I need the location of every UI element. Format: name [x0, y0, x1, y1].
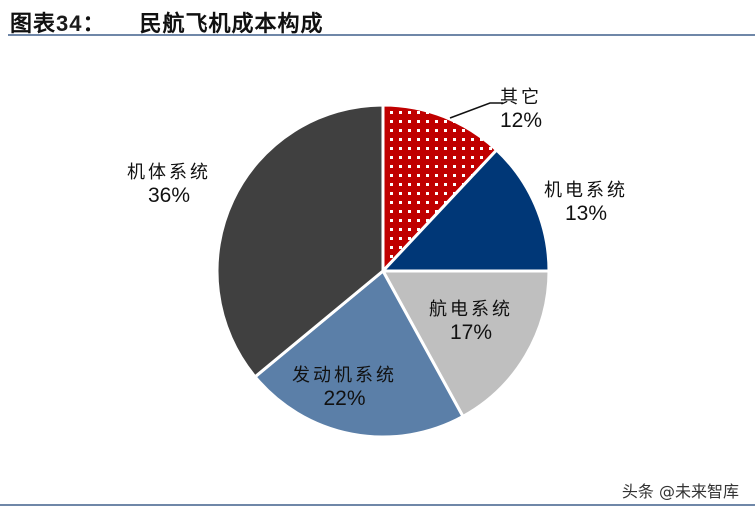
label-electromechanical: 机电系统 13%: [544, 180, 628, 225]
pie-slice-3: [252, 268, 466, 439]
label-avionics: 航电系统 17%: [429, 299, 513, 344]
pie-slice-2: [380, 269, 551, 419]
bottom-divider: [0, 504, 755, 506]
label-airframe: 机体系统 36%: [127, 162, 211, 207]
label-other: 其它 12%: [500, 87, 543, 132]
pie-slice-1: [379, 147, 551, 273]
label-engine: 发动机系统 22%: [292, 365, 397, 410]
pie-slice-0: [381, 103, 499, 275]
pie-slice-4: [215, 103, 385, 379]
figure-number: 34: [56, 11, 83, 36]
watermark: 头条 @未来智库: [621, 482, 739, 501]
figure-title: 图表34： 民航飞机成本构成: [10, 6, 324, 38]
pie-slices: [215, 103, 551, 439]
chart-title: 民航飞机成本构成: [139, 12, 324, 37]
figure-label: 图表: [10, 12, 57, 37]
leader-line-other: [449, 102, 503, 119]
top-divider: [8, 34, 755, 36]
colon: ：: [82, 12, 106, 37]
